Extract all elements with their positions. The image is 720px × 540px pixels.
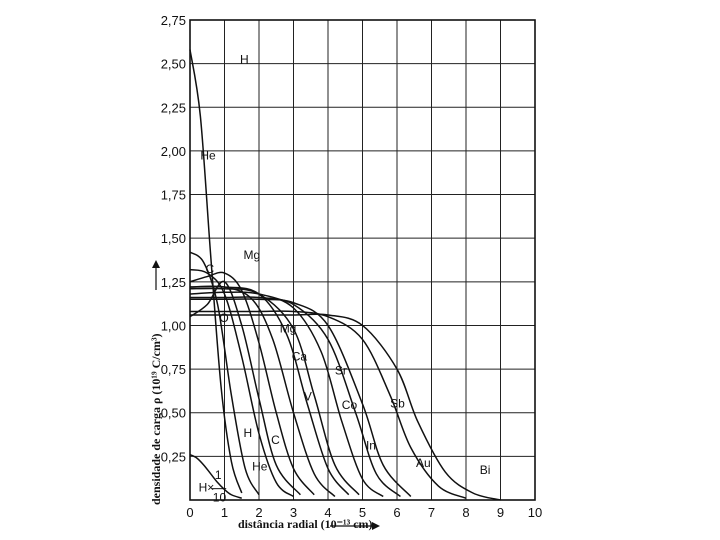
- x-axis-arrowhead: [372, 522, 380, 530]
- y-tick-label: 1,25: [161, 275, 186, 290]
- series-line: [190, 296, 401, 498]
- curve-label: O: [219, 311, 228, 325]
- x-axis-label: distância radial (10⁻¹³ cm): [238, 517, 373, 531]
- curve-label: Ca: [292, 349, 308, 363]
- curve-label: Bi: [480, 463, 491, 477]
- series-line: [189, 287, 360, 496]
- y-tick-labels: 0,25 0,50 0,75 1,00 1,25 1,50 1,75 2,00 2,25 2,50…: [161, 13, 186, 464]
- x-tick-label: 5: [359, 505, 366, 520]
- y-tick-label: 1,50: [161, 231, 186, 246]
- y-axis-arrowhead: [152, 260, 160, 268]
- curve-label: V: [304, 390, 312, 404]
- x-tick-label: 0: [186, 505, 193, 520]
- curve-label: Sr: [335, 363, 347, 377]
- series-line: [189, 298, 412, 498]
- y-tick-label: 1,75: [161, 188, 186, 203]
- y-tick-label: 2,00: [161, 144, 186, 159]
- x-tick-label: 10: [528, 505, 542, 520]
- curve-label: H: [243, 426, 252, 440]
- x-tick-label: 7: [428, 505, 435, 520]
- y-tick-label: 0,25: [161, 449, 186, 464]
- curve-label: C: [206, 262, 215, 276]
- x-tick-labels: 0 1 2 3 4 5 6 7 8 9 10: [186, 505, 542, 520]
- x-tick-label: 8: [462, 505, 469, 520]
- series-line: [189, 280, 301, 496]
- curve-label: He: [200, 149, 216, 163]
- y-tick-label: 2,75: [161, 13, 186, 28]
- curve-label: H: [240, 53, 249, 67]
- y-tick-label: 0,50: [161, 406, 186, 421]
- series-line: [189, 271, 315, 496]
- x-tick-label: 9: [497, 505, 504, 520]
- series-line: [189, 285, 350, 496]
- series-line: [189, 268, 294, 498]
- curve-label: Mg: [280, 321, 297, 335]
- curve-label: He: [252, 459, 268, 473]
- grid: [189, 19, 536, 501]
- series-line: [189, 49, 243, 494]
- y-tick-label: 1,00: [161, 318, 186, 333]
- series-line: [189, 453, 242, 499]
- plot-frame: [189, 19, 536, 501]
- curve-label: Co: [342, 398, 358, 412]
- h-fraction-numerator: 1: [215, 468, 222, 482]
- x-tick-label: 3: [290, 505, 297, 520]
- curve-label: Au: [416, 456, 431, 470]
- axes: [152, 19, 536, 530]
- y-tick-label: 2,25: [161, 100, 186, 115]
- curve-label: Mg: [243, 248, 260, 262]
- x-tick-label: 1: [221, 505, 228, 520]
- series-line: [190, 310, 467, 499]
- y-tick-label: 0,75: [161, 362, 186, 377]
- curves: [189, 49, 501, 501]
- series-line: [190, 313, 501, 501]
- curve-label: H×: [199, 480, 215, 494]
- y-axis-label: densidade de carga ρ (10¹⁹ C/cm³): [149, 333, 163, 505]
- y-tick-label: 2,50: [161, 57, 186, 72]
- curve-label: C: [271, 433, 280, 447]
- x-tick-label: 4: [324, 505, 331, 520]
- curve-label: In: [366, 438, 376, 452]
- series-line: [189, 251, 260, 496]
- curve-label: Sb: [390, 396, 405, 410]
- x-tick-label: 2: [255, 505, 262, 520]
- series-line: [189, 291, 384, 498]
- h-fraction-denominator: 10: [213, 491, 227, 505]
- x-tick-label: 6: [393, 505, 400, 520]
